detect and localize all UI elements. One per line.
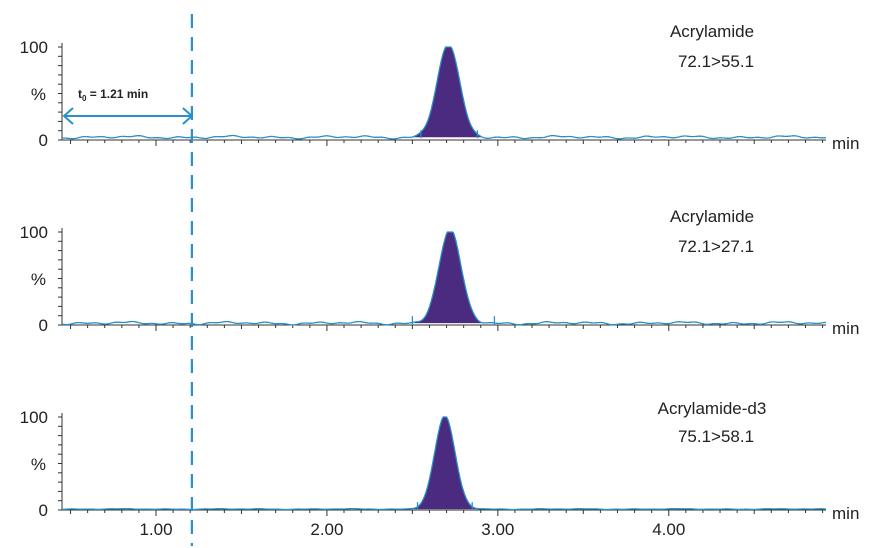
t0-label: t (78, 87, 82, 101)
y-tick-label-min: 0 (39, 131, 48, 150)
signal-trace (61, 231, 827, 326)
x-axis-label: min (832, 134, 859, 153)
x-tick-label: 2.00 (310, 520, 343, 539)
signal-trace (61, 46, 827, 140)
integrated-peak-area (412, 417, 478, 510)
t0-arrow-head-left (62, 107, 74, 125)
x-axis-label: min (832, 504, 859, 523)
y-tick-label-min: 0 (39, 501, 48, 520)
compound-name: Acrylamide-d3 (658, 399, 767, 418)
mrm-transition: 75.1>58.1 (678, 427, 754, 446)
chart-panel-2 (58, 228, 827, 331)
x-tick-label: 4.00 (652, 520, 685, 539)
x-tick-label: 1.00 (139, 520, 172, 539)
chart-panel-3 (58, 413, 827, 516)
y-tick-label-max: 100 (20, 38, 48, 57)
y-axis-label: % (31, 85, 46, 104)
x-tick-label: 3.00 (481, 520, 514, 539)
compound-name: Acrylamide (670, 22, 754, 41)
y-tick-label-max: 100 (20, 408, 48, 427)
mrm-transition: 72.1>55.1 (678, 52, 754, 71)
x-axis-label: min (832, 319, 859, 338)
integrated-peak-area (414, 232, 486, 324)
mrm-transition: 72.1>27.1 (678, 237, 754, 256)
integrated-peak-area (412, 47, 484, 138)
y-axis-label: % (31, 455, 46, 474)
t0-value: = 1.21 min (86, 87, 148, 101)
t0-subscript: 0 (82, 94, 87, 103)
y-tick-label-min: 0 (39, 316, 48, 335)
signal-trace (62, 416, 827, 511)
compound-name: Acrylamide (670, 207, 754, 226)
t0-annotation-text: t0 = 1.21 min (78, 87, 148, 103)
y-axis-label: % (31, 270, 46, 289)
chart-panel-1: t0 = 1.21 min (58, 43, 827, 146)
y-tick-label-max: 100 (20, 223, 48, 242)
